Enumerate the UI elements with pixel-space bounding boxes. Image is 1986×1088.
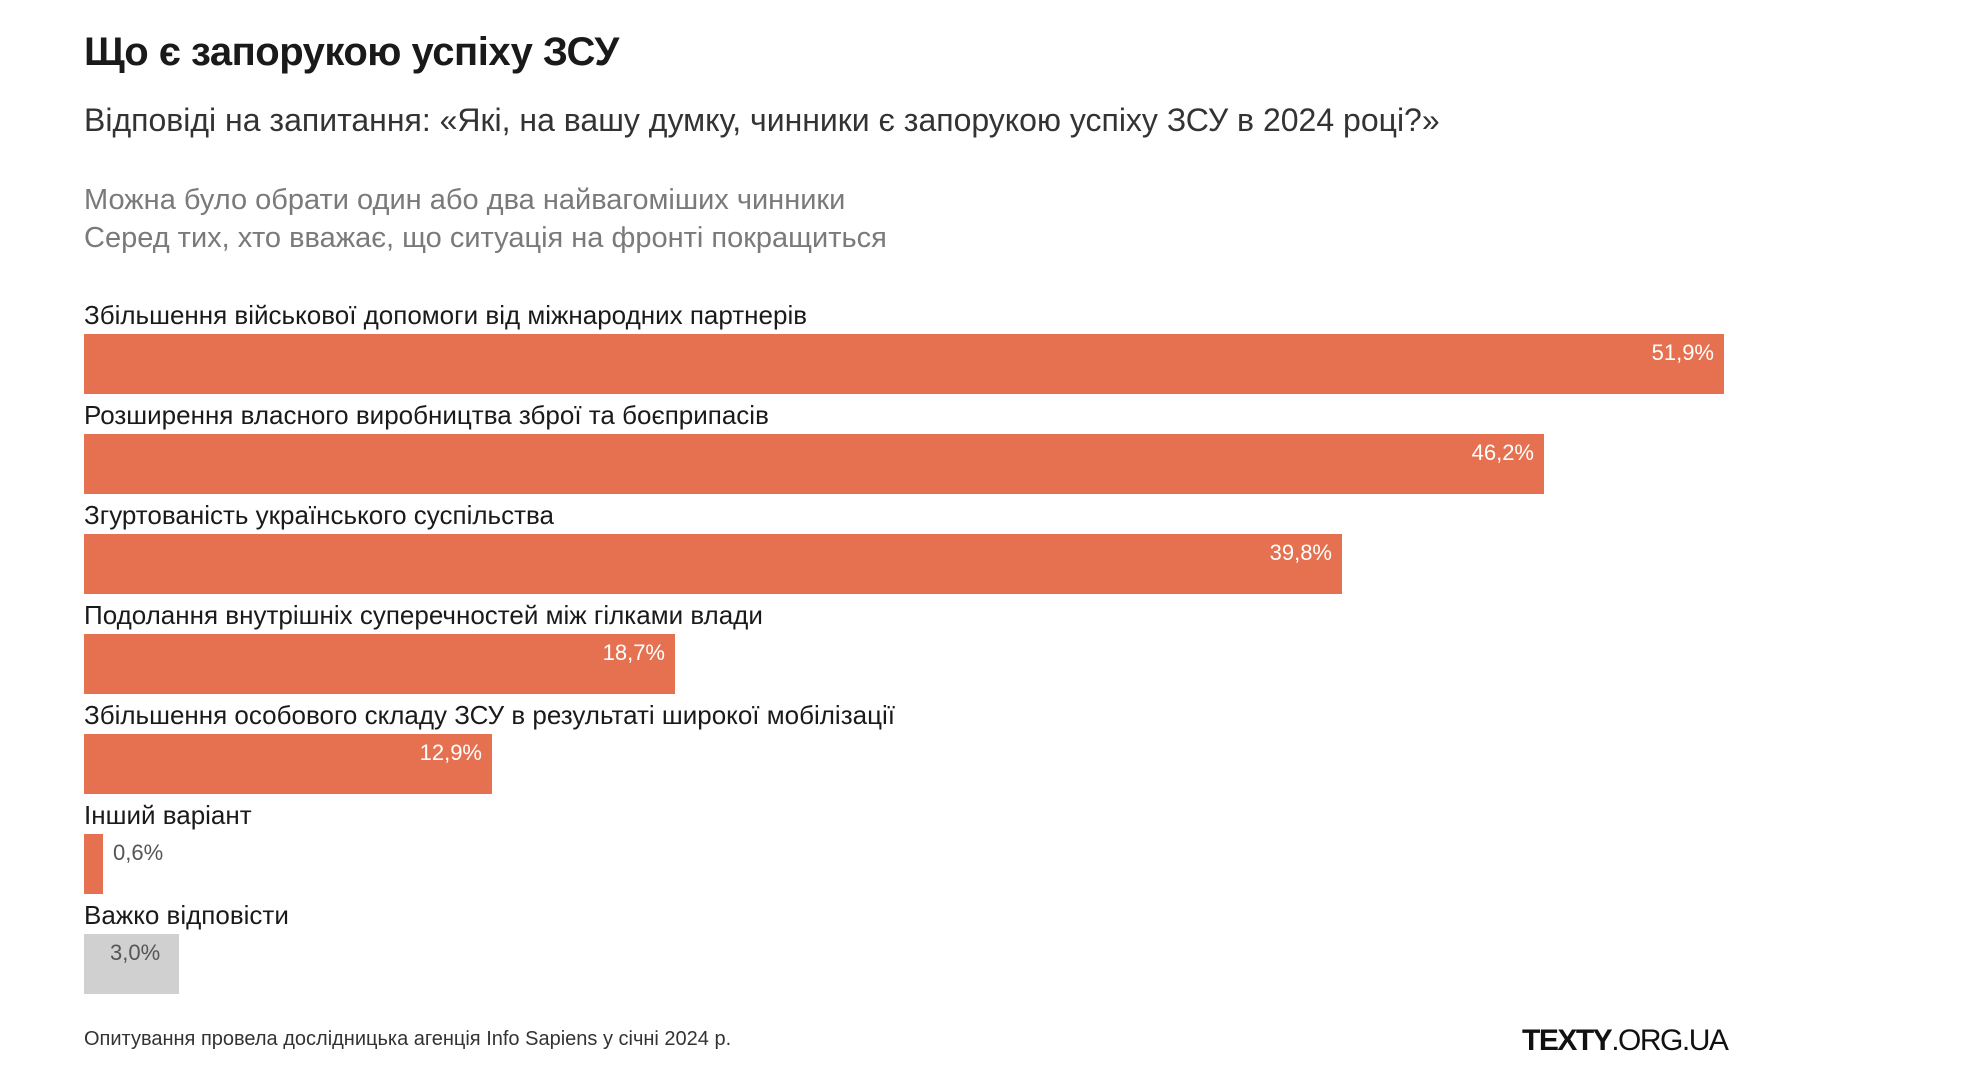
category-label: Розширення власного виробництва зброї та… <box>84 400 769 430</box>
site-logo[interactable]: TEXTY.ORG.UA <box>1522 1024 1729 1058</box>
logo-rest-part: .ORG.UA <box>1611 1024 1729 1057</box>
bar-row: Збільшення особового складу ЗСУ в резуль… <box>84 700 1744 800</box>
category-label: Збільшення військової допомоги від міжна… <box>84 300 808 330</box>
bar <box>84 734 492 794</box>
bar-row: Розширення власного виробництва зброї та… <box>84 400 1744 500</box>
value-label: 0,6% <box>113 840 164 865</box>
value-label: 39,8% <box>1269 540 1332 565</box>
category-label: Інший варіант <box>84 800 252 830</box>
bar-row: Інший варіант 0,6% <box>84 800 1744 900</box>
chart-note-1: Можна було обрати один або два найвагомі… <box>84 184 846 216</box>
bar <box>84 434 1544 494</box>
bar <box>84 834 103 894</box>
bar-row: Важко відповісти 3,0% <box>84 900 1744 1000</box>
category-label: Важко відповісти <box>84 900 289 930</box>
value-label: 12,9% <box>419 740 482 765</box>
value-label: 18,7% <box>602 640 665 665</box>
bar-chart: Збільшення військової допомоги від міжна… <box>84 300 1744 1000</box>
category-label: Згуртованість українського суспільства <box>84 500 554 530</box>
bar-row: Подолання внутрішніх суперечностей між г… <box>84 600 1744 700</box>
source-note: Опитування провела дослідницька агенція … <box>84 1028 732 1050</box>
logo-bold-part: TEXTY <box>1522 1024 1613 1057</box>
value-label: 51,9% <box>1651 340 1714 365</box>
bar <box>84 634 675 694</box>
bar-row: Згуртованість українського суспільства 39… <box>84 500 1744 600</box>
chart-subtitle: Відповіді на запитання: «Які, на вашу ду… <box>84 102 1440 138</box>
chart-note-2: Серед тих, хто вважає, що ситуація на фр… <box>84 222 887 254</box>
category-label: Збільшення особового складу ЗСУ в резуль… <box>84 700 895 730</box>
bar-row: Збільшення військової допомоги від міжна… <box>84 300 1744 400</box>
bar <box>84 334 1724 394</box>
category-label: Подолання внутрішніх суперечностей між г… <box>84 600 763 630</box>
bar <box>84 534 1342 594</box>
value-label: 3,0% <box>110 940 161 965</box>
chart-title: Що є запорукою успіху ЗСУ <box>84 30 619 74</box>
value-label: 46,2% <box>1471 440 1534 465</box>
bar <box>84 934 179 994</box>
